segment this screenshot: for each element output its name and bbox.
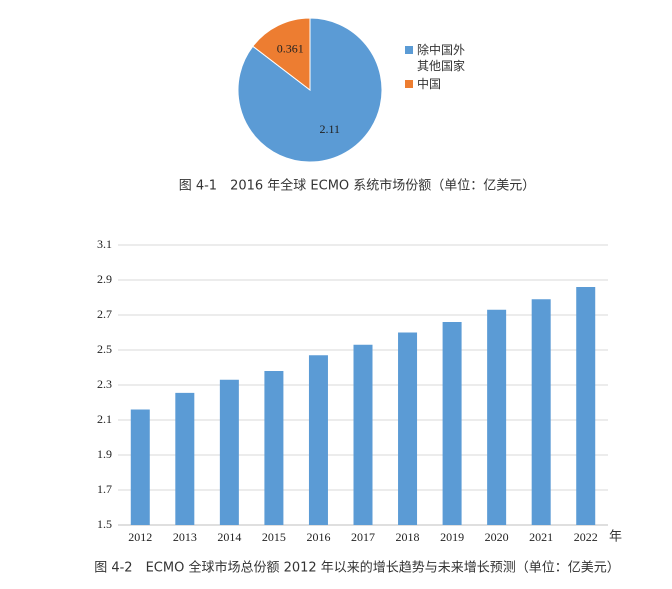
legend-swatch (405, 80, 413, 88)
caption: 图 4-1 2016 年全球 ECMO 系统市场份额（单位：亿美元） (179, 178, 536, 194)
bar (308, 355, 328, 525)
bar (219, 379, 239, 525)
y-tick-label: 2.3 (97, 377, 112, 391)
slice-label: 0.361 (277, 42, 304, 56)
y-tick-label: 1.5 (97, 517, 112, 531)
y-tick-label: 2.5 (97, 342, 112, 356)
legend-label: 中国 (417, 77, 442, 91)
legend-swatch (405, 46, 413, 54)
x-tick-label: 2013 (173, 530, 197, 544)
slice-label: 2.11 (319, 122, 340, 136)
x-axis-label: 年 (609, 530, 622, 545)
bar (576, 287, 596, 525)
x-tick-label: 2019 (440, 530, 464, 544)
x-tick-label: 2014 (217, 530, 241, 544)
x-tick-label: 2016 (306, 530, 330, 544)
y-tick-label: 1.7 (97, 482, 112, 496)
x-tick-label: 2012 (128, 530, 152, 544)
legend-item: 除中国外其他国家 (405, 42, 473, 74)
bar (442, 322, 462, 525)
bar (264, 371, 284, 525)
bar (175, 392, 195, 525)
bar (353, 344, 373, 525)
x-tick-label: 2022 (574, 530, 598, 544)
bar (398, 332, 418, 525)
y-tick-label: 3.1 (97, 237, 112, 251)
bar (531, 299, 551, 525)
x-tick-label: 2020 (485, 530, 509, 544)
caption: 图 4-2 ECMO 全球市场总份额 2012 年以来的增长趋势与未来增长预测（… (94, 560, 620, 576)
pie-slice (252, 17, 311, 92)
bar (487, 309, 507, 525)
x-tick-label: 2015 (262, 530, 286, 544)
bar (130, 409, 150, 525)
x-tick-label: 2017 (351, 530, 375, 544)
x-tick-label: 2021 (529, 530, 553, 544)
y-tick-label: 2.1 (97, 412, 112, 426)
y-tick-label: 1.9 (97, 447, 112, 461)
x-tick-label: 2018 (396, 530, 420, 544)
y-tick-label: 2.7 (97, 307, 112, 321)
legend-item: 中国 (405, 76, 473, 92)
legend: 除中国外其他国家中国 (405, 42, 473, 94)
y-tick-label: 2.9 (97, 272, 112, 286)
legend-label: 除中国外其他国家 (417, 43, 466, 73)
